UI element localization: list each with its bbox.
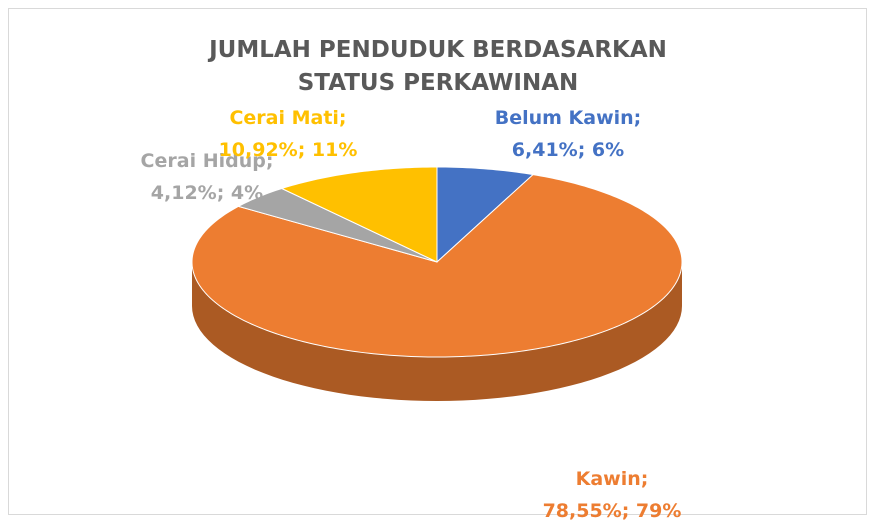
slice: [280, 166, 438, 263]
data-label-name: Cerai Hidup;: [141, 150, 274, 172]
data-label-value: 78,55%; 79%: [543, 500, 682, 522]
slice-side: [192, 262, 682, 401]
data-label-name: Belum Kawin;: [495, 107, 642, 129]
data-label-name: Kawin;: [576, 468, 649, 490]
data-label-name: Cerai Mati;: [229, 107, 346, 129]
data-label-value: 6,41%; 6%: [512, 139, 624, 161]
slice: [436, 166, 535, 264]
data-label-value: 4,12%; 4%: [151, 182, 263, 204]
slice: [237, 187, 438, 263]
data-label-value: 10,92%; 11%: [219, 139, 358, 161]
slice: [191, 174, 683, 358]
chart-title: JUMLAH PENDUDUK BERDASARKAN STATUS PERKA…: [209, 37, 667, 96]
